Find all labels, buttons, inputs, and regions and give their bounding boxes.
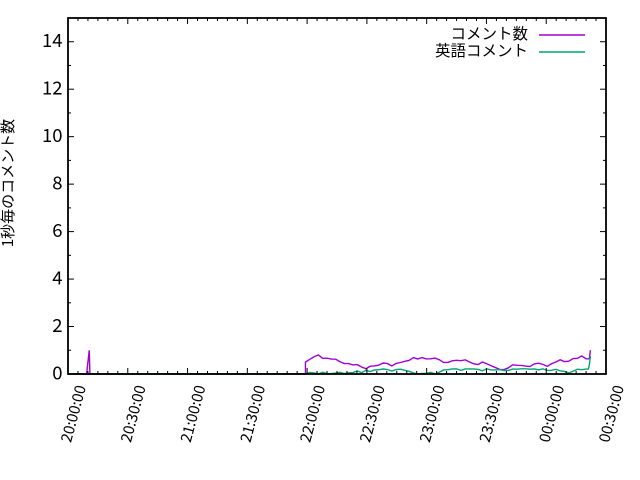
- svg-text:20:30:00: 20:30:00: [115, 383, 150, 445]
- svg-text:22:30:00: 22:30:00: [354, 383, 389, 445]
- svg-text:00:00:00: 00:00:00: [534, 383, 569, 445]
- svg-text:英語コメント: 英語コメント: [435, 39, 528, 61]
- svg-text:1秒毎のコメント数: 1秒毎のコメント数: [0, 119, 18, 247]
- svg-text:21:30:00: 21:30:00: [235, 383, 270, 445]
- svg-text:4: 4: [52, 264, 62, 290]
- svg-text:22:00:00: 22:00:00: [295, 383, 330, 445]
- svg-text:6: 6: [52, 217, 62, 243]
- svg-text:21:00:00: 21:00:00: [175, 383, 210, 445]
- svg-text:20:00:00: 20:00:00: [55, 383, 90, 445]
- svg-text:12: 12: [42, 75, 63, 101]
- svg-text:23:00:00: 23:00:00: [414, 383, 449, 445]
- svg-text:23:30:00: 23:30:00: [474, 383, 509, 445]
- svg-text:10: 10: [42, 122, 63, 148]
- svg-text:8: 8: [52, 169, 62, 195]
- svg-text:2: 2: [52, 312, 62, 338]
- svg-text:00:30:00: 00:30:00: [593, 383, 628, 445]
- svg-text:14: 14: [42, 27, 63, 53]
- svg-text:0: 0: [52, 359, 62, 385]
